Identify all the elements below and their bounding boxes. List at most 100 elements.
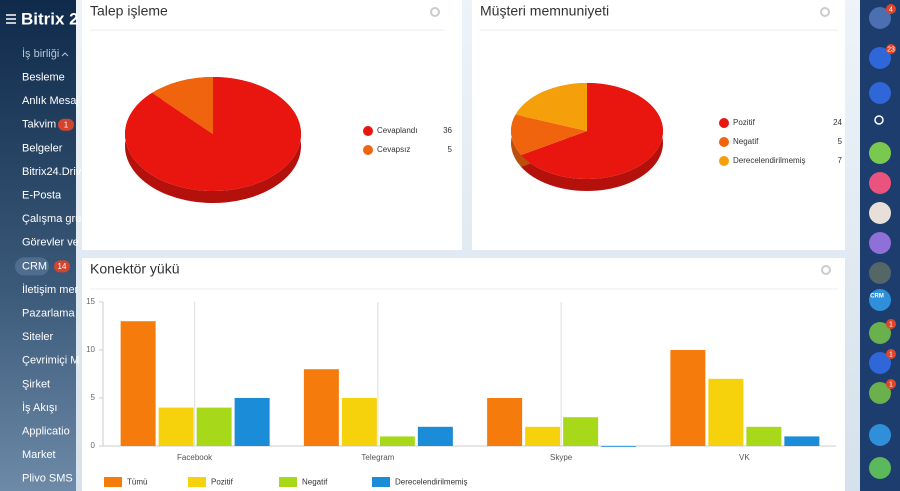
search-icon[interactable] (874, 115, 884, 125)
bar[interactable] (120, 321, 156, 446)
bar[interactable] (784, 436, 820, 446)
badge (886, 349, 896, 359)
legend-value: 36 (443, 126, 452, 135)
badge-count: 1 (889, 381, 893, 388)
badge-count: 1 (64, 120, 69, 129)
menu-item[interactable]: Market (22, 449, 56, 461)
x-tick-label: VK (739, 453, 750, 462)
menu-icon[interactable] (6, 14, 16, 24)
app-icon[interactable] (869, 352, 891, 374)
badge-count: 14 (58, 262, 67, 271)
bar[interactable] (601, 446, 637, 447)
menu-item[interactable]: Belgeler (22, 142, 63, 154)
app-icon[interactable] (869, 7, 891, 29)
legend-value: 24 (833, 118, 842, 127)
legend-swatch (719, 137, 729, 147)
menu-item[interactable]: Plivo SMS (22, 473, 73, 485)
menu-item[interactable]: Anlık Mesaj (22, 95, 79, 107)
legend-swatch (188, 477, 206, 487)
caret (61, 52, 69, 57)
y-tick-label: 0 (91, 441, 96, 450)
panel-title: Konektör yükü (90, 261, 180, 277)
app-icon[interactable] (869, 262, 891, 284)
legend-label: Negatif (733, 137, 759, 146)
badge-count: 4 (889, 6, 893, 13)
app-icon[interactable] (869, 424, 891, 446)
legend-value: 5 (838, 137, 843, 146)
pie-slice[interactable] (511, 114, 587, 155)
menu-item[interactable]: Bitrix24.Driv (22, 166, 82, 178)
app-icon[interactable] (869, 82, 891, 104)
menu-item[interactable]: Siteler (22, 331, 54, 343)
app-icon[interactable] (869, 322, 891, 344)
menu-item[interactable]: Çalışma gru (22, 213, 81, 225)
legend-label: Derecelendirilmemiş (395, 478, 467, 487)
badge (886, 319, 896, 329)
bar[interactable] (158, 407, 194, 446)
menu-item[interactable]: İletişim mer (22, 283, 79, 296)
app-icon[interactable] (869, 289, 891, 311)
app-icon[interactable] (869, 202, 891, 224)
bar[interactable] (487, 398, 523, 446)
badge (58, 118, 74, 131)
y-tick-label: 15 (86, 297, 95, 306)
bar[interactable] (525, 426, 561, 446)
bar[interactable] (746, 426, 782, 446)
menu-item[interactable]: Pazarlama (22, 308, 75, 320)
badge (54, 260, 70, 273)
menu-item[interactable]: Çevrimiçi M (22, 355, 79, 367)
menu-item[interactable]: Şirket (22, 378, 50, 390)
menu-item[interactable]: Takvim (22, 119, 56, 131)
settings-icon[interactable] (430, 7, 440, 17)
legend-value: 7 (838, 156, 843, 165)
menu-item[interactable]: İş birliği (22, 47, 59, 60)
pie-slice[interactable] (521, 83, 663, 179)
menu-item[interactable]: CRM (22, 260, 47, 272)
bar[interactable] (417, 426, 453, 446)
app-icon[interactable] (869, 232, 891, 254)
panel-title: Talep işleme (90, 3, 168, 19)
pie-slice[interactable] (151, 77, 213, 134)
bar[interactable] (563, 417, 599, 446)
badge-count: 1 (889, 321, 893, 328)
bar[interactable] (341, 398, 377, 446)
menu-item[interactable]: Applicatio (22, 426, 70, 438)
pie-slice[interactable] (125, 77, 302, 191)
left-sidebar (0, 0, 76, 491)
app-icon[interactable] (869, 47, 891, 69)
legend-label: Pozitif (211, 478, 234, 487)
bar[interactable] (379, 436, 415, 446)
legend-swatch (719, 118, 729, 128)
x-tick-label: Skype (550, 453, 573, 462)
menu-item[interactable]: Görevler ve (22, 237, 79, 249)
crm-label: CRM (870, 294, 884, 300)
pie-slice[interactable] (515, 83, 587, 131)
bar[interactable] (708, 378, 744, 446)
app-icon[interactable] (869, 382, 891, 404)
legend-swatch (279, 477, 297, 487)
y-tick-label: 10 (86, 345, 95, 354)
settings-icon[interactable] (820, 7, 830, 17)
legend-label: Derecelendirilmemiş (733, 156, 805, 165)
badge (886, 4, 896, 14)
app-icon[interactable] (869, 172, 891, 194)
settings-icon[interactable] (821, 265, 831, 275)
bar[interactable] (196, 407, 232, 446)
legend-label: Negatif (302, 478, 328, 487)
y-tick-label: 5 (91, 393, 96, 402)
menu-item[interactable]: İş Akışı (22, 401, 57, 414)
badge (886, 44, 896, 54)
bar[interactable] (303, 369, 339, 446)
bar[interactable] (234, 398, 270, 446)
bar[interactable] (670, 350, 706, 446)
app-icon[interactable] (869, 457, 891, 479)
legend-swatch (104, 477, 122, 487)
menu-item[interactable]: Besleme (22, 72, 65, 84)
badge-count: 23 (887, 46, 895, 53)
legend-label: Cevaplandı (377, 126, 417, 135)
app-icon[interactable] (869, 142, 891, 164)
menu-item[interactable]: E-Posta (22, 190, 62, 202)
legend-value: 5 (448, 145, 453, 154)
